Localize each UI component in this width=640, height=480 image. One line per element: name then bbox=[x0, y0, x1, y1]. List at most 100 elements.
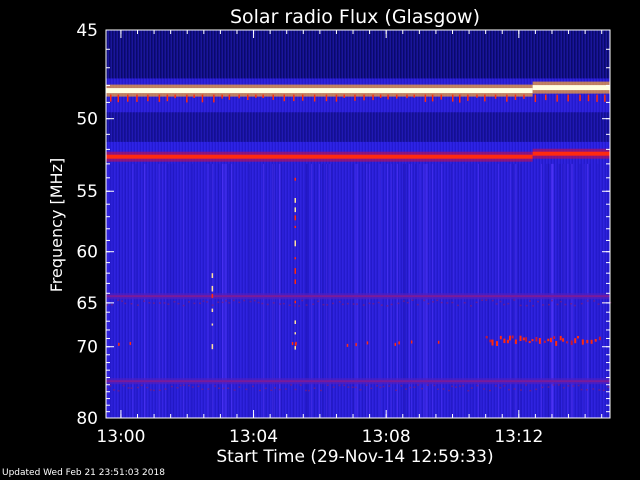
spectrogram-streak bbox=[402, 163, 404, 418]
spectrogram-streak bbox=[278, 163, 280, 418]
spectrogram-streak bbox=[471, 163, 473, 418]
vertical-spike-mark bbox=[294, 300, 296, 304]
band-speckle bbox=[313, 387, 316, 389]
vertical-spike-mark bbox=[294, 257, 296, 260]
band-fringe bbox=[313, 94, 316, 102]
spectrogram-streak bbox=[424, 163, 426, 418]
spectrogram-streak bbox=[415, 163, 417, 418]
updated-timestamp: Updated Wed Feb 21 23:51:03 2018 bbox=[2, 468, 165, 478]
band-speckle bbox=[243, 299, 246, 302]
y-tick-label: 80 bbox=[76, 409, 98, 429]
band-fringe bbox=[587, 94, 590, 102]
band-speckle bbox=[326, 384, 329, 386]
spectrogram-streak bbox=[431, 163, 433, 418]
band-fringe bbox=[556, 94, 558, 102]
band-speckle bbox=[199, 302, 201, 305]
spectrogram-streak bbox=[571, 163, 573, 418]
spectrogram-streak bbox=[306, 163, 307, 418]
band-speckle bbox=[193, 302, 196, 305]
spectrogram-streak bbox=[597, 163, 599, 418]
band-fringe bbox=[467, 94, 469, 101]
scatter-burst bbox=[394, 342, 396, 346]
band-speckle bbox=[375, 385, 378, 387]
spectrogram-streak bbox=[158, 163, 160, 418]
burst-mark bbox=[511, 335, 514, 339]
band-speckle bbox=[470, 305, 472, 307]
band-fringe bbox=[567, 94, 569, 102]
band-speckle bbox=[551, 299, 553, 302]
band-speckle bbox=[343, 384, 346, 387]
spectrogram-streak bbox=[553, 163, 554, 418]
band-speckle bbox=[257, 301, 260, 304]
spectrogram-streak bbox=[173, 163, 175, 418]
band-speckle bbox=[222, 387, 225, 390]
band-fringe bbox=[354, 94, 356, 101]
vertical-spike-mark bbox=[211, 273, 214, 278]
band-speckle bbox=[541, 386, 544, 389]
band-fringe bbox=[406, 94, 408, 99]
spectrogram-streak bbox=[546, 163, 548, 418]
spectrogram-streak bbox=[294, 163, 296, 418]
band-speckle bbox=[491, 299, 494, 302]
spectrogram-streak bbox=[365, 163, 367, 418]
spectrogram-streak bbox=[311, 163, 312, 418]
chart-title: Solar radio Flux (Glasgow) bbox=[230, 6, 480, 28]
band-speckle bbox=[382, 385, 385, 388]
burst-mark bbox=[538, 338, 541, 344]
spectrogram-streak bbox=[106, 163, 108, 418]
band-speckle bbox=[109, 385, 112, 387]
band-speckle bbox=[130, 387, 133, 389]
band-speckle bbox=[562, 387, 565, 389]
spectrogram-streak bbox=[570, 163, 572, 418]
band-speckle bbox=[282, 302, 285, 305]
band-speckle bbox=[347, 386, 350, 388]
band-speckle bbox=[121, 300, 124, 302]
band-speckle bbox=[252, 385, 254, 388]
spectrogram-streak bbox=[397, 163, 398, 418]
spectrogram-streak bbox=[293, 163, 295, 418]
burst-mark bbox=[553, 336, 556, 339]
band-fringe bbox=[174, 94, 176, 99]
y-tick-label: 45 bbox=[76, 21, 98, 41]
vertical-spike-mark bbox=[294, 215, 296, 221]
band-fringe bbox=[579, 94, 581, 102]
band-speckle bbox=[559, 300, 562, 303]
band-speckle bbox=[110, 304, 113, 306]
spectrogram-streak bbox=[355, 163, 357, 418]
vertical-spike-mark bbox=[294, 332, 296, 335]
spectrogram-streak bbox=[452, 163, 454, 418]
spectrogram-streak bbox=[548, 163, 550, 418]
band-speckle bbox=[377, 301, 380, 304]
band-speckle bbox=[221, 301, 224, 304]
band-speckle bbox=[170, 385, 173, 388]
x-axis-label: Start Time (29-Nov-14 12:59:33) bbox=[216, 447, 493, 467]
band-speckle bbox=[197, 385, 200, 388]
band-speckle bbox=[149, 389, 152, 391]
spectrogram-streak bbox=[228, 163, 230, 418]
spectrogram-streak bbox=[210, 163, 212, 418]
band-fringe bbox=[136, 94, 138, 102]
band-speckle bbox=[413, 386, 416, 388]
scatter-burst bbox=[346, 343, 349, 347]
band-speckle bbox=[294, 305, 296, 307]
band-speckle bbox=[567, 385, 570, 387]
spectrogram-streak bbox=[563, 163, 565, 418]
band-speckle bbox=[187, 384, 190, 387]
y-tick-label: 60 bbox=[76, 243, 98, 263]
burst-mark bbox=[586, 339, 589, 344]
band-speckle bbox=[362, 304, 365, 306]
band-speckle bbox=[113, 389, 116, 391]
band-fringe bbox=[523, 94, 525, 99]
band-speckle bbox=[249, 300, 252, 303]
band-speckle bbox=[529, 389, 532, 392]
burst-mark bbox=[491, 339, 494, 346]
burst-mark bbox=[499, 335, 502, 340]
band-speckle bbox=[106, 304, 108, 306]
band-speckle bbox=[598, 389, 601, 391]
band-speckle bbox=[421, 387, 424, 390]
spectrogram-streak bbox=[231, 163, 233, 418]
burst-mark bbox=[550, 337, 552, 343]
band-speckle bbox=[386, 305, 389, 307]
band-speckle bbox=[447, 389, 450, 392]
spectrogram-streak bbox=[326, 163, 328, 418]
